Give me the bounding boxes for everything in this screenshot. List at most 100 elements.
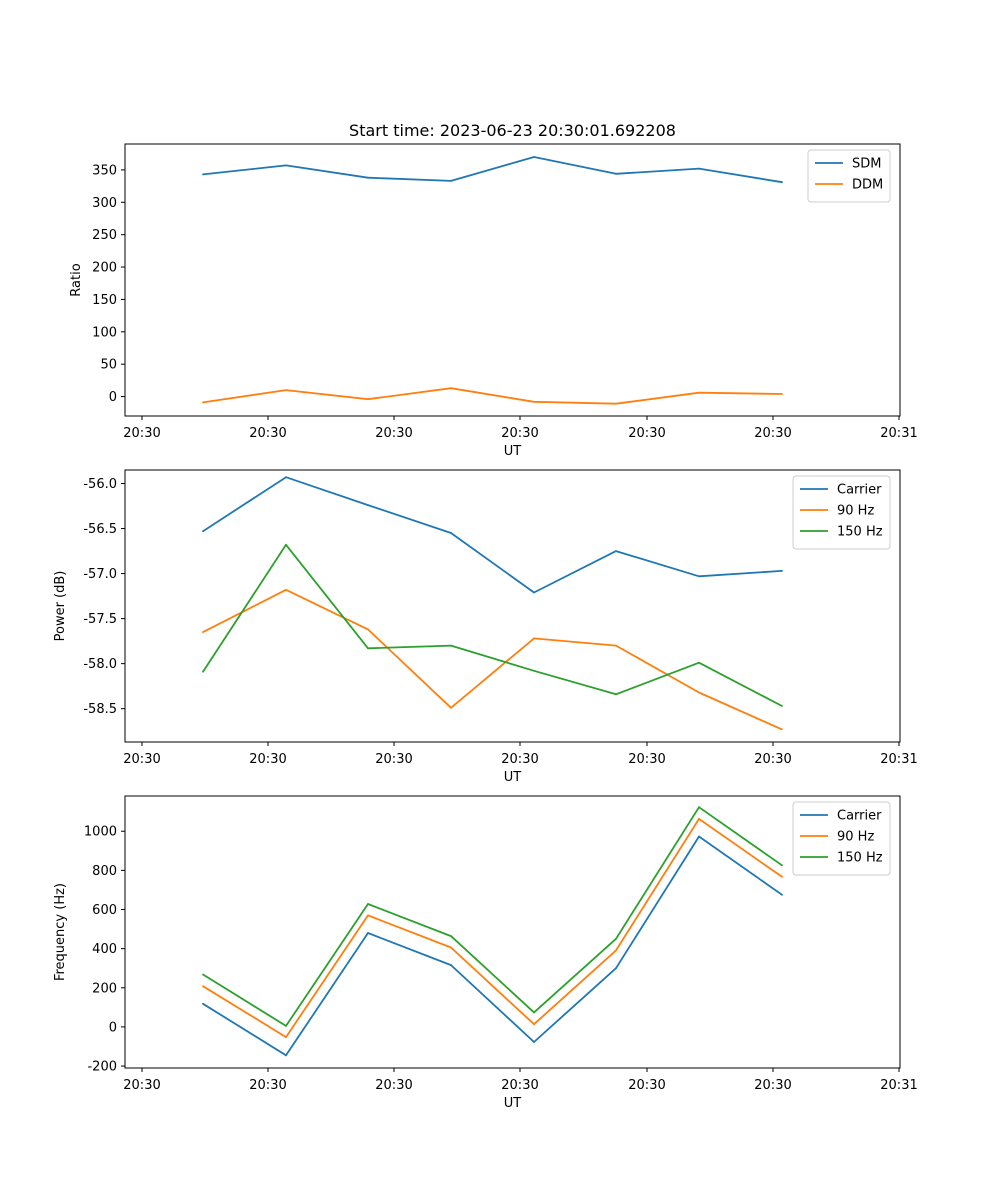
data-point [285, 588, 287, 591]
series-line-150-hz [202, 806, 783, 1027]
y-tick-label: 1000 [84, 825, 117, 840]
series-line-90-hz [202, 588, 783, 731]
data-point [285, 1054, 287, 1057]
x-tick-label: 20:30 [501, 426, 538, 441]
data-point [450, 180, 452, 182]
x-axis-label: UT [504, 444, 522, 459]
y-tick-label: -57.5 [83, 612, 117, 627]
x-tick-label: 20:30 [501, 752, 538, 767]
legend-entry: 150 Hz [837, 525, 883, 540]
y-tick-label: -56.0 [83, 477, 117, 492]
legend-entry: 90 Hz [837, 830, 874, 845]
data-point [781, 728, 783, 731]
data-point [698, 661, 700, 664]
y-axis-label: Ratio [69, 263, 84, 296]
series-line-sdm [202, 156, 783, 184]
y-tick-label: 250 [92, 228, 117, 243]
data-point [781, 181, 783, 184]
data-point [450, 387, 452, 390]
series-line-carrier [202, 476, 783, 594]
legend-entry: DDM [852, 178, 883, 193]
y-tick-label: 400 [92, 942, 117, 957]
data-point [202, 670, 204, 673]
data-point [367, 647, 369, 650]
x-tick-label: 20:30 [123, 1078, 160, 1093]
legend-entry: SDM [852, 157, 881, 172]
plot-area-frame [124, 143, 901, 417]
y-tick-label: 0 [109, 390, 117, 405]
legend-entry: 90 Hz [837, 504, 874, 519]
data-point [781, 705, 783, 707]
data-point [698, 806, 700, 809]
y-tick-label: -57.0 [83, 567, 117, 582]
data-point [367, 504, 369, 506]
x-tick-label: 20:30 [501, 1078, 538, 1093]
y-tick-label: 200 [92, 261, 117, 276]
data-point [698, 835, 700, 838]
y-tick-label: 100 [92, 325, 117, 340]
y-tick-label: 150 [92, 293, 117, 308]
x-tick-label: 20:31 [880, 752, 917, 767]
series-line-90-hz [202, 818, 783, 1038]
data-point [450, 935, 452, 937]
data-point [285, 543, 287, 546]
data-point [450, 964, 452, 966]
legend: SDM DDM [807, 149, 891, 203]
data-point [615, 172, 617, 175]
data-point [615, 402, 617, 405]
y-tick-label: -58.0 [83, 657, 117, 672]
data-point [533, 669, 535, 672]
data-point [202, 973, 204, 976]
x-tick-label: 20:30 [249, 426, 286, 441]
data-point [202, 530, 204, 533]
data-point [202, 401, 204, 404]
data-point [533, 400, 535, 403]
data-point [615, 967, 617, 970]
y-tick-label: 300 [92, 196, 117, 211]
data-point [698, 167, 700, 170]
y-tick-label: 0 [109, 1020, 117, 1035]
data-point [285, 389, 287, 391]
plot-area-frame [124, 795, 901, 1069]
data-point [781, 570, 783, 572]
data-point [450, 644, 452, 647]
data-point [450, 946, 452, 949]
data-point [781, 864, 783, 867]
data-point [615, 937, 617, 940]
data-point [202, 631, 204, 633]
data-point [781, 393, 783, 395]
x-tick-label: 20:30 [123, 752, 160, 767]
data-point [202, 173, 204, 176]
data-point [285, 1025, 287, 1027]
data-point [615, 644, 617, 647]
data-point [698, 575, 700, 578]
data-point [367, 628, 369, 631]
y-tick-label: 800 [92, 864, 117, 879]
data-point [533, 1023, 535, 1026]
legend-entry: Carrier [837, 809, 882, 824]
data-point [533, 591, 535, 594]
data-point [285, 164, 287, 167]
data-point [367, 176, 369, 179]
data-point [781, 875, 783, 878]
data-point [533, 156, 535, 158]
data-point [202, 985, 204, 988]
plot-area-frame [124, 469, 901, 743]
x-tick-label: 20:30 [123, 426, 160, 441]
panel-2: 20:30 20:30 20:30 20:30 20:30 20:30 20:31 -56.0… [53, 469, 918, 785]
x-tick-label: 20:30 [628, 752, 665, 767]
legend: Carrier 90 Hz 150 Hz [792, 475, 891, 550]
panel-1: 20:30 20:30 20:30 20:30 20:30 20:30 20:31 0 50 10… [69, 143, 918, 459]
x-tick-label: 20:30 [375, 1078, 412, 1093]
data-point [781, 893, 783, 896]
legend-entry: 150 Hz [837, 851, 883, 866]
x-tick-label: 20:30 [754, 752, 791, 767]
data-point [285, 1036, 287, 1038]
data-point [533, 637, 535, 640]
data-point [615, 949, 617, 952]
x-tick-label: 20:30 [628, 426, 665, 441]
y-tick-label: -200 [87, 1060, 117, 1075]
legend-entry: Carrier [837, 483, 882, 498]
data-point [615, 693, 617, 696]
